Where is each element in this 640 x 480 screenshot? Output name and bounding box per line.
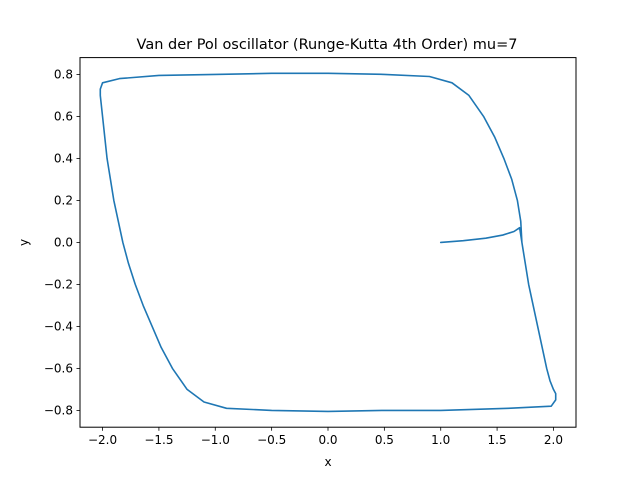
y-tick-label: 0.4: [54, 152, 73, 166]
y-tick-label: −0.2: [44, 278, 73, 292]
y-tick-label: −0.4: [44, 320, 73, 334]
x-tick-label: −0.5: [257, 433, 286, 447]
x-axis-ticks: −2.0 −1.5 −1.0 −0.5 0.0 0.5 1.0 1.5 2.0: [88, 427, 563, 447]
y-tick-label: −0.8: [44, 404, 73, 418]
y-axis-ticks: −0.8 −0.6 −0.4 −0.2 0.0 0.2 0.4 0.6 0.8: [44, 68, 80, 418]
y-axis-label: y: [17, 239, 31, 246]
x-axis-label: x: [324, 455, 331, 469]
x-tick-label: 1.5: [488, 433, 507, 447]
x-tick-label: 0.5: [375, 433, 394, 447]
y-tick-label: 0.8: [54, 68, 73, 82]
axes-frame: [79, 57, 577, 428]
x-tick-label: 1.0: [431, 433, 450, 447]
x-tick-label: 2.0: [544, 433, 563, 447]
x-tick-label: 0.0: [318, 433, 337, 447]
x-tick-label: −1.5: [144, 433, 173, 447]
chart-title: Van der Pol oscillator (Runge-Kutta 4th …: [137, 37, 518, 53]
series-line: [99, 72, 557, 413]
y-tick-label: 0.2: [54, 194, 73, 208]
y-tick-label: 0.0: [54, 236, 73, 250]
y-tick-label: −0.6: [44, 362, 73, 376]
x-tick-label: −2.0: [88, 433, 117, 447]
y-tick-label: 0.6: [54, 110, 73, 124]
x-tick-label: −1.0: [201, 433, 230, 447]
